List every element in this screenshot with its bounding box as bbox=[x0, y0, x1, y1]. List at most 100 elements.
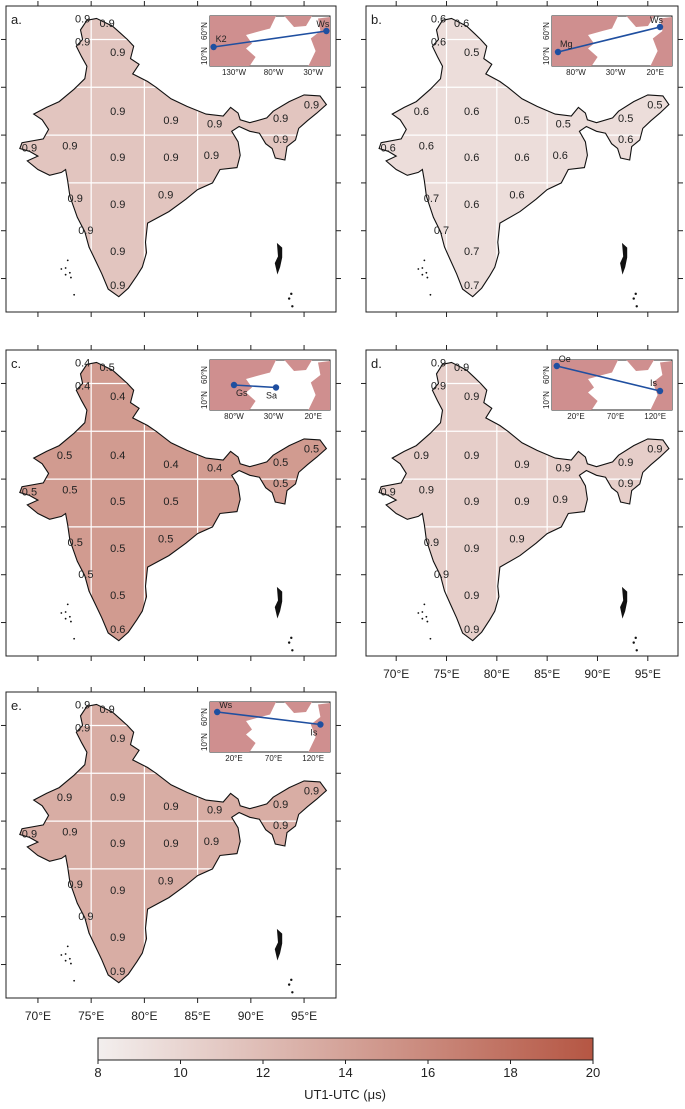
nicobar-island bbox=[635, 649, 638, 652]
cell-label: 0.5 bbox=[78, 569, 93, 581]
cell-label: 0.5 bbox=[163, 496, 178, 508]
x-tick-label: 70°E bbox=[383, 667, 409, 681]
inset-landmass bbox=[210, 16, 276, 66]
cell-label: 0.9 bbox=[75, 722, 90, 734]
cell-label: 0.6 bbox=[464, 199, 479, 211]
cell-label: 0.6 bbox=[380, 143, 395, 155]
cell-label: 0.5 bbox=[273, 457, 288, 469]
lakshadweep-island bbox=[417, 612, 420, 614]
cell-label: 0.5 bbox=[464, 47, 479, 59]
cell-label: 0.9 bbox=[464, 391, 479, 403]
india-outline bbox=[378, 17, 670, 298]
lakshadweep-island bbox=[425, 271, 428, 274]
baseline-line bbox=[213, 30, 327, 48]
x-tick-label: 80°E bbox=[131, 1009, 157, 1023]
inset-x-tick: 120°E bbox=[644, 412, 666, 421]
cell-label: 0.6 bbox=[419, 141, 434, 153]
inset-y-tick: 10°N bbox=[200, 391, 209, 409]
lakshadweep-island bbox=[426, 620, 429, 623]
panel-letter: c. bbox=[11, 356, 21, 371]
x-tick-label: 70°E bbox=[25, 1009, 51, 1023]
lakshadweep-island bbox=[68, 271, 71, 274]
cell-label: 0.5 bbox=[57, 450, 72, 462]
cell-label: 0.5 bbox=[273, 478, 288, 490]
cell-label: 0.9 bbox=[75, 699, 90, 711]
cell-label: 0.9 bbox=[68, 193, 83, 205]
station-marker bbox=[317, 721, 324, 728]
inset-landmass bbox=[552, 360, 618, 410]
station-label: Oe bbox=[559, 354, 571, 364]
cell-label: 0.6 bbox=[431, 36, 446, 48]
cell-label: 0.9 bbox=[110, 246, 125, 258]
inset-x-tick: 120°E bbox=[302, 754, 324, 763]
cell-label: 0.5 bbox=[99, 362, 114, 374]
panel-b: 0.6 0.6 0.6 0.5 0.6 0.6 0.5 0.5 0.5 0.5 0.6 0.6 0.6 0… bbox=[361, 1, 683, 317]
inset-landmass bbox=[284, 360, 312, 371]
lakshadweep-island bbox=[423, 603, 426, 606]
lakshadweep-island bbox=[429, 293, 432, 296]
inset-y-tick: 10°N bbox=[542, 391, 551, 409]
cell-label: 0.9 bbox=[22, 143, 37, 155]
india-outline bbox=[19, 361, 328, 642]
cell-label: 0.9 bbox=[464, 590, 479, 602]
panel-c: 0.4 0.5 0.4 0.4 0.5 0.4 0.4 0.4 0.5 0.5 0.5 0.5 0.5 0… bbox=[1, 345, 341, 661]
cell-label: 0.9 bbox=[207, 805, 222, 817]
lakshadweep-island bbox=[60, 268, 63, 270]
x-tick-label: 90°E bbox=[238, 1009, 264, 1023]
inset-y-tick: 60°N bbox=[200, 708, 209, 726]
inset-landmass bbox=[284, 702, 312, 713]
cell-label: 0.9 bbox=[62, 141, 77, 153]
inset-landmass bbox=[650, 17, 672, 66]
cell-label: 0.9 bbox=[464, 450, 479, 462]
x-tick-label: 90°E bbox=[584, 667, 610, 681]
cell-label: 0.9 bbox=[78, 225, 93, 237]
lakshadweep-island bbox=[421, 273, 424, 276]
cell-label: 0.4 bbox=[207, 463, 222, 475]
cell-label: 0.5 bbox=[158, 533, 173, 545]
cell-label: 0.9 bbox=[75, 36, 90, 48]
nicobar-island bbox=[634, 636, 637, 640]
cell-label: 0.6 bbox=[514, 152, 529, 164]
station-label: Ws bbox=[316, 19, 329, 29]
cell-label: 0.9 bbox=[110, 152, 125, 164]
inset-y-tick: 10°N bbox=[200, 47, 209, 65]
inset-x-tick: 20°E bbox=[225, 754, 242, 763]
x-tick-label: 85°E bbox=[534, 667, 560, 681]
colorbar-tick-label: 16 bbox=[421, 1065, 435, 1080]
india-outline bbox=[19, 703, 328, 984]
cell-label: 0.9 bbox=[110, 47, 125, 59]
cell-label: 0.9 bbox=[454, 362, 469, 374]
inset-x-tick: 80°W bbox=[264, 68, 284, 77]
cell-label: 0.4 bbox=[75, 357, 90, 369]
nicobar-island bbox=[287, 641, 291, 644]
station-marker bbox=[554, 48, 562, 56]
cell-label: 0.4 bbox=[75, 380, 90, 392]
cell-label: 0.9 bbox=[204, 150, 219, 162]
colorbar-ticks: 8 10 12 14 16 18 20 bbox=[94, 1060, 600, 1080]
lakshadweep-island bbox=[66, 259, 69, 262]
cell-label: 0.9 bbox=[110, 280, 125, 292]
region-fill bbox=[19, 704, 327, 983]
cell-label: 0.9 bbox=[110, 199, 125, 211]
cell-label: 0.9 bbox=[618, 478, 633, 490]
nicobar-island bbox=[634, 292, 637, 296]
inset-x-tick: 20°E bbox=[646, 68, 663, 77]
cell-label: 0.9 bbox=[110, 932, 125, 944]
inset-map: K2 Ws 60°N 10°N 130°W 80°W 30°W bbox=[200, 15, 331, 77]
inset-landmass bbox=[308, 703, 330, 752]
cell-label: 0.9 bbox=[514, 459, 529, 471]
cell-label: 0.9 bbox=[78, 911, 93, 923]
cell-label: 0.9 bbox=[424, 537, 439, 549]
lakshadweep-island bbox=[64, 611, 67, 613]
region-fill bbox=[379, 18, 669, 297]
cell-label: 0.5 bbox=[110, 496, 125, 508]
cell-label: 0.9 bbox=[110, 885, 125, 897]
colorbar: 8 10 12 14 16 18 20 UT1-UTC (μs) bbox=[94, 1037, 600, 1102]
cell-label: 0.9 bbox=[380, 487, 395, 499]
andaman-islands bbox=[620, 586, 628, 619]
cell-label: 0.5 bbox=[304, 443, 319, 455]
cell-label: 0.9 bbox=[110, 966, 125, 978]
lakshadweep-island bbox=[64, 617, 67, 620]
inset-x-tick: 80°W bbox=[224, 412, 244, 421]
lakshadweep-island bbox=[60, 612, 63, 614]
